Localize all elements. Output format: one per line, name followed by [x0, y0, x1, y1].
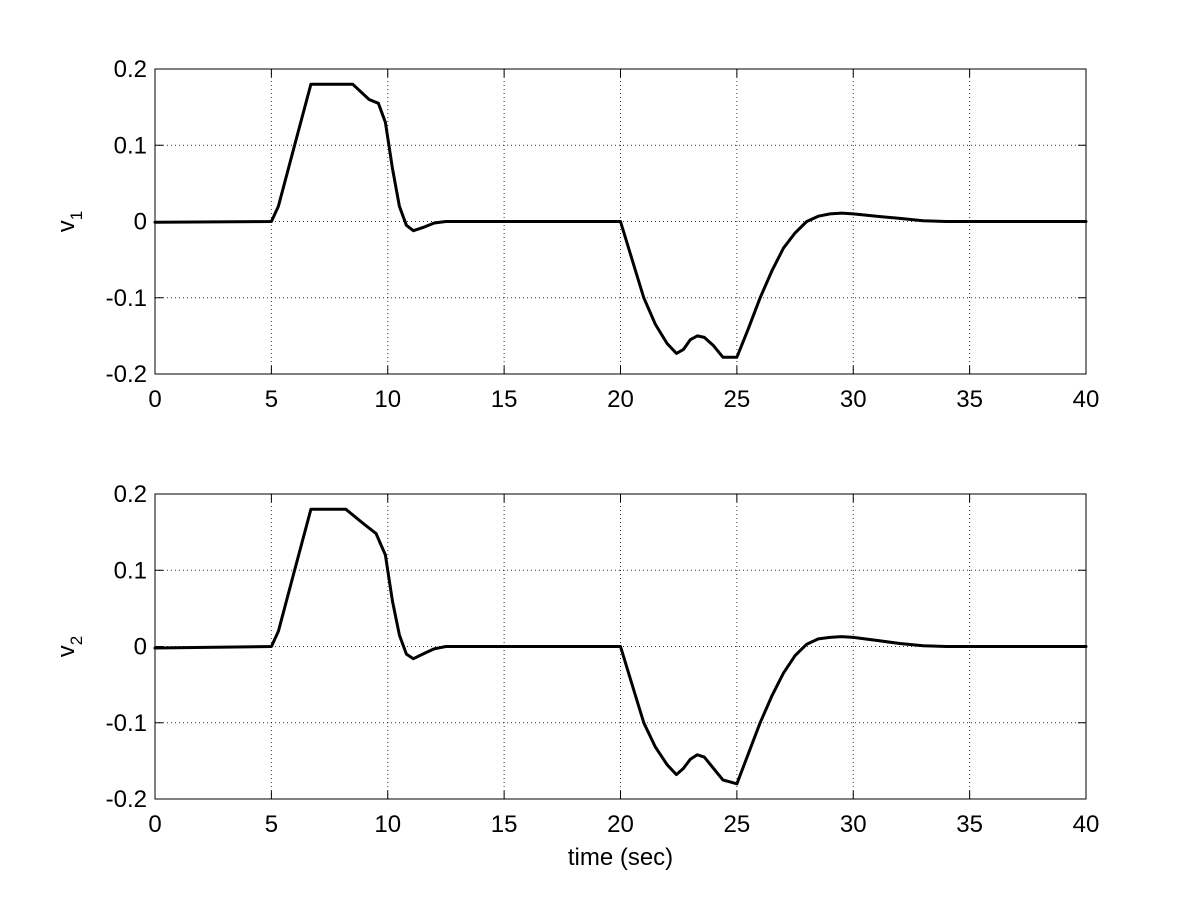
x-tick-label: 40: [1073, 386, 1100, 413]
x-axis-label: time (sec): [568, 844, 673, 871]
x-tick-label: 30: [840, 811, 867, 838]
y-tick-label: 0.2: [114, 56, 147, 83]
y-axis-label-2: v2: [53, 636, 86, 657]
series-line-v1: [153, 82, 1088, 359]
x-tick-label: 10: [374, 386, 401, 413]
y-tick-label: 0.1: [114, 132, 147, 159]
y-axis-label-subscript: 1: [67, 211, 86, 220]
series-line-v2: [153, 507, 1088, 786]
x-tick-label: 25: [724, 811, 751, 838]
y-tick-label: -0.1: [106, 285, 147, 312]
x-tick-label: 30: [840, 386, 867, 413]
x-tick-label: 5: [265, 811, 278, 838]
x-tick-label: 5: [265, 386, 278, 413]
y-tick-label: 0: [134, 209, 147, 236]
axes-2: 0 5 10 15 20 25 30 35 40 0.2 0.1 0 -0.1 -0.2 v2 time (s…: [53, 481, 1099, 871]
y-tick-label: 0.1: [114, 557, 147, 584]
x-tick-label: 10: [374, 811, 401, 838]
y-tick-label: 0: [134, 634, 147, 661]
y-axis-label-text: v: [53, 220, 80, 232]
x-tick-label: 0: [148, 811, 161, 838]
x-tick-label: 0: [148, 386, 161, 413]
x-tick-label: 35: [956, 386, 983, 413]
y-axis-label-1: v1: [53, 211, 86, 232]
x-tick-label: 35: [956, 811, 983, 838]
y-tick-label: -0.1: [106, 710, 147, 737]
y-tick-label: -0.2: [106, 786, 147, 813]
y-axis-label-text: v: [53, 645, 80, 657]
y-axis-label-subscript: 2: [67, 636, 86, 645]
x-tick-label: 15: [491, 386, 518, 413]
y-tick-label: 0.2: [114, 481, 147, 508]
axes-1: 0 5 10 15 20 25 30 35 40 0.2 0.1 0 -0.1 -0.2 v1: [53, 56, 1099, 413]
x-tick-label: 20: [607, 386, 634, 413]
y-tick-label: -0.2: [106, 361, 147, 388]
x-tick-label: 15: [491, 811, 518, 838]
x-tick-label: 25: [724, 386, 751, 413]
x-tick-label: 40: [1073, 811, 1100, 838]
x-tick-label: 20: [607, 811, 634, 838]
